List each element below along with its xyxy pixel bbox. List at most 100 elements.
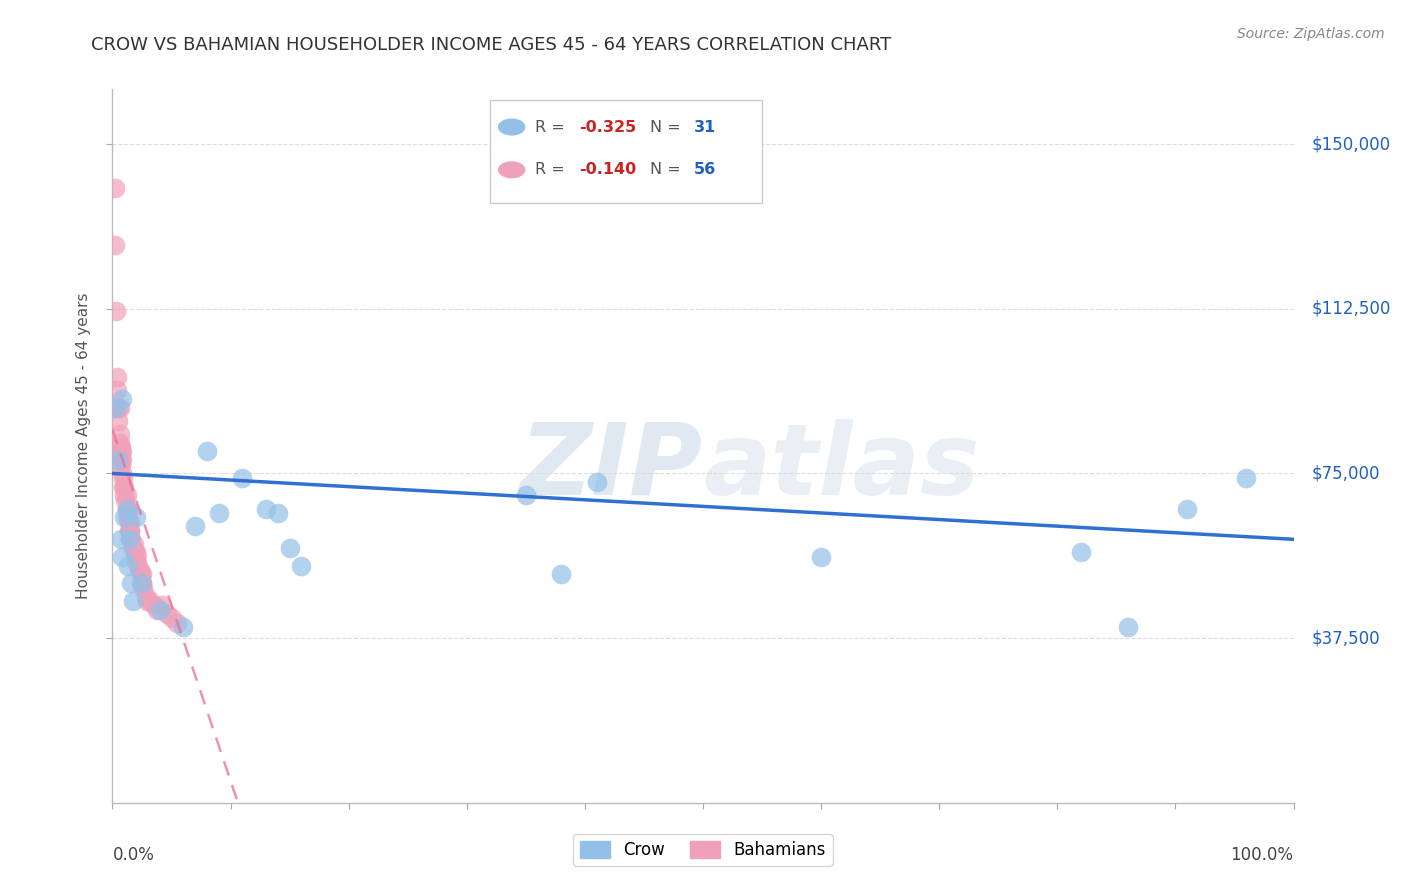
Point bbox=[105, 401, 128, 415]
Legend: Crow, Bahamians: Crow, Bahamians bbox=[574, 834, 832, 866]
Text: 56: 56 bbox=[693, 162, 716, 178]
Text: 0.0%: 0.0% bbox=[112, 846, 155, 863]
Text: $75,000: $75,000 bbox=[1312, 465, 1379, 483]
Point bbox=[105, 304, 128, 318]
Point bbox=[132, 581, 155, 595]
Point bbox=[120, 524, 142, 538]
Point bbox=[278, 541, 301, 555]
Point bbox=[111, 549, 134, 564]
Point bbox=[1070, 545, 1092, 559]
Point bbox=[149, 602, 172, 616]
Point bbox=[124, 545, 146, 559]
Point bbox=[104, 181, 127, 195]
Text: atlas: atlas bbox=[703, 419, 980, 516]
Point bbox=[115, 510, 138, 524]
Point bbox=[110, 533, 132, 547]
Circle shape bbox=[499, 120, 524, 135]
FancyBboxPatch shape bbox=[491, 100, 762, 203]
Point bbox=[120, 524, 142, 538]
Point bbox=[112, 471, 135, 485]
Text: R =: R = bbox=[536, 120, 571, 135]
Point bbox=[120, 515, 142, 529]
Point bbox=[195, 444, 218, 458]
Point bbox=[810, 549, 832, 564]
Point bbox=[118, 524, 141, 538]
Point bbox=[111, 453, 134, 467]
Point bbox=[105, 383, 128, 397]
Point bbox=[1234, 471, 1257, 485]
Text: 31: 31 bbox=[693, 120, 716, 135]
Point bbox=[127, 549, 149, 564]
Point bbox=[108, 401, 131, 415]
Point bbox=[125, 554, 148, 568]
Point bbox=[117, 558, 139, 573]
Text: $150,000: $150,000 bbox=[1312, 135, 1391, 153]
Point bbox=[120, 533, 142, 547]
Point bbox=[290, 558, 312, 573]
Point bbox=[231, 471, 253, 485]
Text: -0.325: -0.325 bbox=[579, 120, 637, 135]
Point bbox=[115, 488, 138, 502]
Point bbox=[107, 401, 129, 415]
Point bbox=[585, 475, 607, 490]
Text: -0.140: -0.140 bbox=[579, 162, 637, 178]
Point bbox=[112, 480, 135, 494]
Point bbox=[127, 558, 149, 573]
Point bbox=[208, 506, 231, 520]
Point bbox=[112, 480, 135, 494]
Point bbox=[111, 444, 134, 458]
Point bbox=[114, 492, 136, 507]
Point bbox=[135, 590, 157, 604]
Point bbox=[107, 414, 129, 428]
Point bbox=[172, 620, 194, 634]
Point bbox=[110, 440, 132, 454]
Text: $112,500: $112,500 bbox=[1312, 300, 1391, 318]
Point bbox=[111, 467, 134, 481]
Point bbox=[1175, 501, 1198, 516]
Point bbox=[108, 426, 131, 441]
Text: $37,500: $37,500 bbox=[1312, 629, 1379, 647]
Text: Source: ZipAtlas.com: Source: ZipAtlas.com bbox=[1237, 27, 1385, 41]
Point bbox=[156, 607, 179, 621]
Point bbox=[122, 537, 145, 551]
Point bbox=[166, 615, 188, 630]
Point bbox=[129, 576, 152, 591]
Y-axis label: Householder Income Ages 45 - 64 years: Householder Income Ages 45 - 64 years bbox=[76, 293, 91, 599]
Point bbox=[105, 369, 128, 384]
Point bbox=[515, 488, 537, 502]
Point bbox=[139, 594, 162, 608]
Point bbox=[108, 435, 131, 450]
Point bbox=[118, 515, 141, 529]
Point bbox=[120, 533, 142, 547]
Text: N =: N = bbox=[650, 162, 686, 178]
Point bbox=[150, 598, 173, 612]
Text: ZIP: ZIP bbox=[520, 419, 703, 516]
Point bbox=[267, 506, 290, 520]
Point bbox=[131, 567, 153, 582]
Point bbox=[117, 506, 139, 520]
Point bbox=[1116, 620, 1139, 634]
Point bbox=[142, 598, 165, 612]
Point bbox=[104, 238, 127, 252]
Point bbox=[131, 576, 153, 591]
Point bbox=[146, 602, 169, 616]
Point bbox=[110, 453, 132, 467]
Text: R =: R = bbox=[536, 162, 571, 178]
Point bbox=[112, 488, 135, 502]
Point bbox=[550, 567, 572, 582]
Point bbox=[115, 501, 138, 516]
Point bbox=[120, 576, 142, 591]
Point bbox=[125, 545, 148, 559]
Point bbox=[117, 501, 139, 516]
Point bbox=[112, 510, 135, 524]
Point bbox=[160, 611, 183, 625]
Text: N =: N = bbox=[650, 120, 686, 135]
Point bbox=[107, 453, 129, 467]
Point bbox=[135, 594, 157, 608]
Point bbox=[111, 392, 134, 406]
Point bbox=[121, 541, 143, 555]
Point bbox=[121, 594, 143, 608]
Point bbox=[125, 510, 148, 524]
Point bbox=[120, 533, 142, 547]
Point bbox=[128, 563, 150, 577]
